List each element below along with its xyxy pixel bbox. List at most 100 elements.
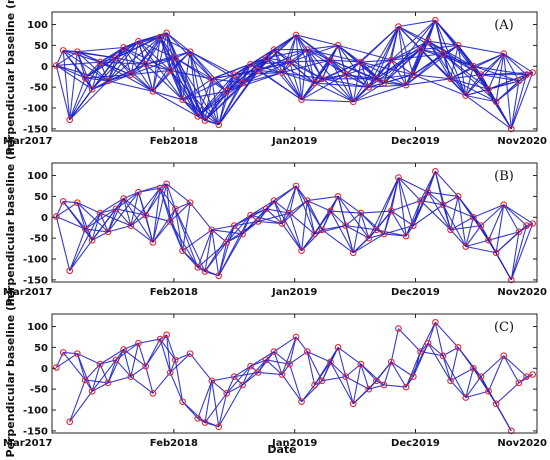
baseline-edge <box>166 32 191 53</box>
baseline-edge <box>137 343 147 367</box>
baseline-edge <box>442 204 467 247</box>
baseline-edge <box>398 19 436 28</box>
baseline-edge <box>314 82 354 103</box>
baseline-edge <box>76 202 109 233</box>
baseline-edge <box>352 26 399 103</box>
acquisition-point <box>59 198 67 205</box>
baseline-edge <box>390 361 407 388</box>
y-tick-label: -150 <box>23 426 48 437</box>
baseline-edge <box>420 171 436 201</box>
acquisition-point <box>254 369 262 376</box>
acquisition-point <box>311 381 318 389</box>
baseline-edge <box>56 61 101 66</box>
acquisition-point <box>247 60 254 68</box>
acquisition-point <box>66 418 74 426</box>
acquisition-point <box>120 44 127 51</box>
acquisition-point <box>179 398 186 406</box>
acquisition-point <box>357 58 365 66</box>
acquisition-point <box>201 419 209 426</box>
acquisition-point <box>303 348 311 355</box>
acquisition-point <box>230 71 238 78</box>
acquisition-point <box>194 415 202 422</box>
acquisition-point <box>81 376 89 384</box>
acquisition-point <box>166 369 174 376</box>
acquisition-point <box>507 125 515 133</box>
baseline-edge <box>337 195 362 214</box>
baseline-edge <box>352 233 385 254</box>
acquisition-point <box>278 220 286 227</box>
baseline-edge <box>115 208 132 226</box>
baseline-edge <box>169 202 191 222</box>
acquisition-point <box>286 58 293 66</box>
acquisition-point <box>52 62 60 69</box>
baseline-edge <box>182 78 213 101</box>
acquisition-point <box>432 168 439 175</box>
acquisition-point <box>303 46 311 53</box>
baseline-edge <box>503 53 527 76</box>
acquisition-point <box>112 54 120 62</box>
baseline-edge <box>295 34 303 100</box>
baseline-edge <box>99 198 124 214</box>
baseline-edge <box>295 34 316 84</box>
baseline-edge <box>166 32 171 71</box>
baseline-edge <box>138 338 161 344</box>
baseline-edge <box>503 355 527 378</box>
baseline-edge <box>145 366 154 394</box>
baseline-edge <box>390 210 414 227</box>
baseline-edge <box>510 72 534 130</box>
baseline-edge <box>152 208 176 243</box>
baseline-edge <box>450 347 459 381</box>
baseline-edge <box>383 20 436 84</box>
baseline-edge <box>130 74 154 92</box>
acquisition-point <box>395 325 402 332</box>
baseline-edge <box>257 69 302 101</box>
baseline-edge <box>465 239 489 248</box>
baseline-edge <box>169 208 176 222</box>
baseline-edge <box>390 59 414 76</box>
baseline-edge <box>450 229 467 247</box>
baseline-edge <box>123 47 132 75</box>
baseline-edge <box>289 61 323 80</box>
baseline-edge <box>427 322 436 344</box>
baseline-edge <box>265 57 302 101</box>
baseline-edge <box>495 382 520 405</box>
baseline-edge <box>56 202 78 217</box>
x-tick-label: Feb2018 <box>150 438 198 449</box>
baseline-edge <box>488 53 505 90</box>
acquisition-point <box>373 377 380 385</box>
acquisition-point <box>409 71 417 78</box>
y-axis-title: Perpendicular baseline (m) <box>4 138 17 306</box>
acquisition-point <box>439 201 447 209</box>
baseline-edge <box>442 53 497 103</box>
baseline-edge <box>390 361 414 378</box>
acquisition-point <box>424 188 432 196</box>
acquisition-point <box>247 362 254 370</box>
acquisition-point <box>500 50 508 58</box>
baseline-edge <box>289 185 297 214</box>
baseline-edge <box>337 45 370 88</box>
acquisition-point <box>395 23 402 30</box>
acquisition-point <box>373 75 380 83</box>
baseline-edge <box>376 229 407 237</box>
baseline-edge <box>76 202 93 241</box>
baseline-edge <box>85 379 109 384</box>
baseline-edge <box>413 44 459 76</box>
baseline-edge <box>301 49 308 100</box>
acquisition-point <box>262 356 270 364</box>
baseline-edge <box>289 212 315 235</box>
baseline-edge <box>62 201 93 241</box>
node-layer <box>52 319 537 435</box>
acquisition-point <box>454 42 462 49</box>
acquisition-point <box>417 46 424 53</box>
baseline-edge <box>182 401 206 423</box>
baseline-edge <box>130 192 139 226</box>
baseline-edge <box>115 208 146 216</box>
baseline-edge <box>473 204 504 218</box>
x-tick-label: Feb2018 <box>150 136 198 147</box>
acquisition-point <box>424 37 432 45</box>
baseline-edge <box>420 200 444 206</box>
baseline-edge <box>211 229 243 235</box>
baseline-edge <box>169 372 184 402</box>
baseline-edge <box>383 384 407 388</box>
